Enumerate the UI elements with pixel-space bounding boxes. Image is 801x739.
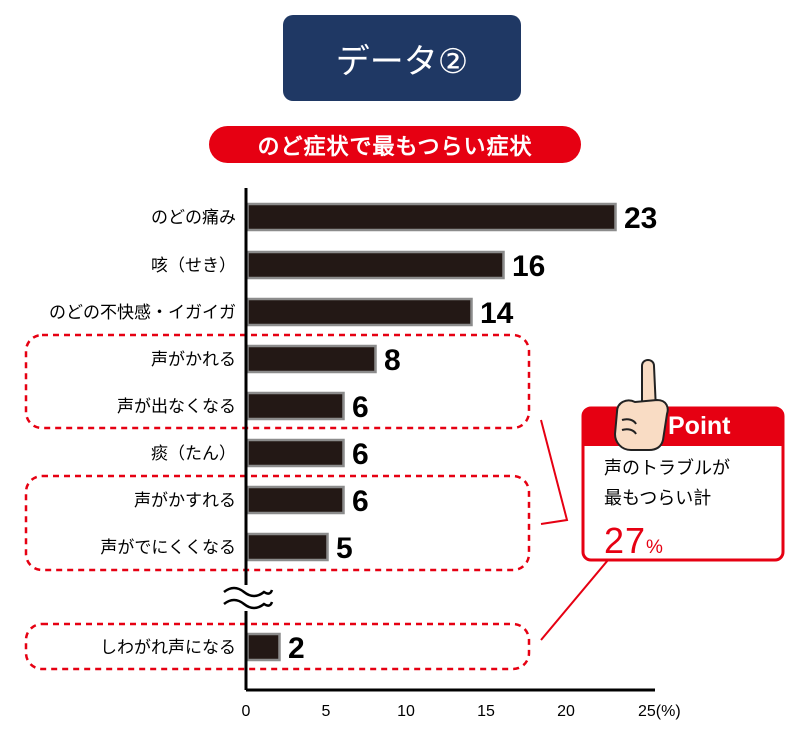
- category-label: 声がでにくくなる: [100, 538, 236, 558]
- category-label: のどの痛み: [151, 208, 236, 228]
- bar: [246, 344, 377, 374]
- callout-connector: [540, 555, 610, 641]
- highlight-group-box: [24, 622, 531, 671]
- page-title-box: データ②: [283, 15, 521, 101]
- highlight-group-box: [24, 474, 531, 572]
- bar: [246, 438, 345, 468]
- callout-percent-value: 27: [604, 520, 647, 561]
- value-label: 6: [352, 391, 369, 424]
- value-label: 14: [480, 297, 514, 330]
- x-tick-label: 10: [397, 703, 415, 720]
- highlight-group-box: [24, 333, 531, 430]
- bar: [246, 391, 345, 421]
- value-label: 5: [336, 532, 353, 565]
- callout-line-1: 声のトラブルが: [604, 458, 730, 479]
- bar: [246, 202, 617, 232]
- callout-line-2: 最もつらい計: [604, 488, 712, 509]
- bar: [246, 632, 281, 662]
- category-label: 声がかれる: [151, 350, 236, 370]
- bar: [246, 250, 505, 280]
- axis-break-icon: [223, 585, 274, 611]
- bar: [246, 297, 473, 327]
- value-label: 6: [352, 438, 369, 471]
- value-label: 2: [288, 632, 305, 665]
- bar: [246, 485, 345, 515]
- chart-title: のど症状で最もつらい症状: [209, 126, 581, 163]
- callout-connector: [540, 419, 569, 525]
- value-label: 23: [624, 202, 657, 235]
- value-label: 16: [512, 250, 545, 283]
- x-tick-label: 25(%): [638, 703, 681, 720]
- category-label: しわがれ声になる: [100, 638, 236, 658]
- x-tick-label: 15: [477, 703, 495, 720]
- callout-percent-unit: %: [646, 537, 663, 558]
- bar: [246, 532, 329, 562]
- category-label: 声が出なくなる: [117, 397, 236, 417]
- x-tick-label: 20: [557, 703, 575, 720]
- page-title: データ②: [335, 41, 469, 82]
- x-tick-label: 0: [242, 703, 251, 720]
- value-label: 8: [384, 344, 401, 377]
- category-label: 痰（たん）: [151, 444, 236, 464]
- category-label: 声がかすれる: [134, 491, 236, 511]
- category-label: のどの不快感・イガイガ: [49, 303, 236, 323]
- value-label: 6: [352, 485, 369, 518]
- callout-percent: 27%: [604, 520, 663, 562]
- x-tick-label: 5: [322, 703, 331, 720]
- pointing-hand-icon: [613, 359, 669, 451]
- category-label: 咳（せき）: [151, 256, 236, 276]
- callout-label: Point: [668, 412, 731, 440]
